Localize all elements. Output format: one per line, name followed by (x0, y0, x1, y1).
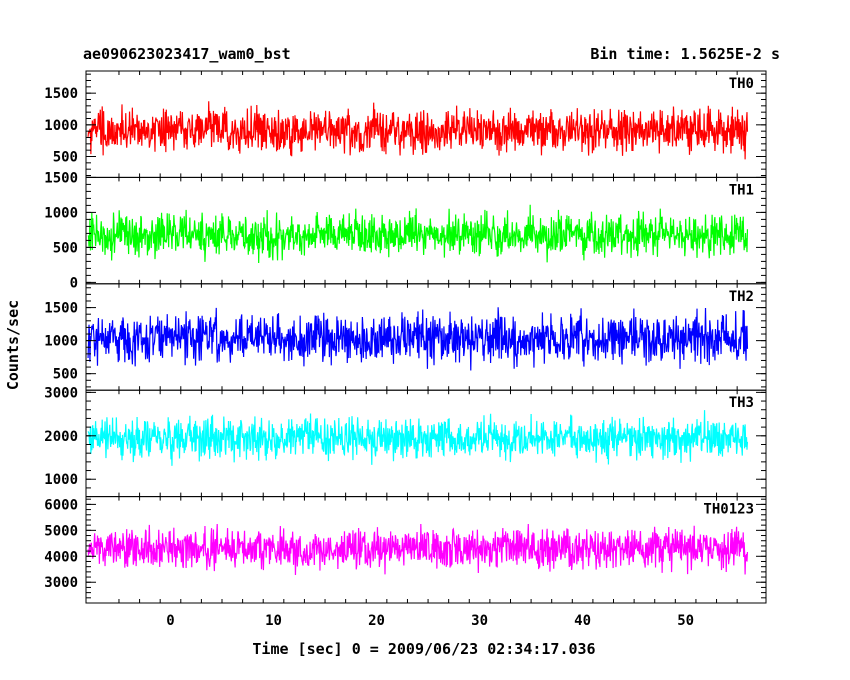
y-tick-label: 3000 (44, 385, 78, 401)
bin-time-label: Bin time: 1.5625E-2 s (590, 45, 780, 63)
series-line-th3 (87, 410, 749, 466)
x-tick-label: 0 (166, 613, 174, 629)
chart-title: ae090623023417_wam0_bst (83, 45, 291, 63)
y-tick-label: 0 (70, 275, 78, 291)
x-ticks-group: 0 10 20 30 40 50 (166, 613, 694, 629)
y-tick-label: 1000 (44, 334, 78, 350)
y-tick-label: 1500 (44, 86, 78, 102)
y-tick-label: 2000 (44, 429, 78, 445)
x-tick-label: 50 (677, 613, 694, 629)
panel-th0123: 3000 4000 5000 6000 TH0123 (44, 496, 767, 604)
panel-label-th0: TH0 (729, 76, 754, 92)
x-tick-label: 30 (471, 613, 488, 629)
y-axis-label: Counts/sec (4, 300, 22, 390)
series-line-th0 (87, 101, 749, 160)
x-tick-label: 20 (368, 613, 385, 629)
panel-th0: 500 1000 1500 TH0 (44, 70, 767, 178)
y-tick-label: 5000 (44, 523, 78, 539)
y-tick-label: 1000 (44, 472, 78, 488)
panel-frame (85, 496, 767, 604)
panels-group: 500 1000 1500 TH0 0 500 1000 1500 TH1 500 1000 1500… (44, 70, 767, 604)
panel-th2: 500 1000 1500 TH2 (44, 283, 767, 391)
series-line-th2 (87, 307, 749, 371)
x-axis-label: Time [sec] 0 = 2009/06/23 02:34:17.036 (252, 640, 595, 658)
y-tick-label: 500 (53, 150, 78, 166)
panel-th3: 1000 2000 3000 TH3 (44, 385, 767, 498)
x-tick-label: 40 (574, 613, 591, 629)
y-tick-label: 500 (53, 240, 78, 256)
y-tick-label: 1000 (44, 118, 78, 134)
x-tick-label: 10 (265, 613, 282, 629)
y-tick-label: 6000 (44, 497, 78, 513)
y-tick-label: 4000 (44, 549, 78, 565)
panel-th1: 0 500 1000 1500 TH1 (44, 170, 767, 291)
series-line-th1 (87, 204, 749, 264)
panel-label-th2: TH2 (729, 289, 754, 305)
y-tick-label: 1500 (44, 301, 78, 317)
y-tick-label: 1500 (44, 170, 78, 186)
panel-label-th3: TH3 (729, 395, 754, 411)
panel-label-th1: TH1 (729, 182, 754, 198)
y-tick-label: 1000 (44, 205, 78, 221)
y-tick-label: 3000 (44, 575, 78, 591)
series-line-th0123 (87, 523, 749, 576)
panel-label-th0123: TH0123 (703, 502, 754, 518)
y-tick-label: 500 (53, 367, 78, 383)
